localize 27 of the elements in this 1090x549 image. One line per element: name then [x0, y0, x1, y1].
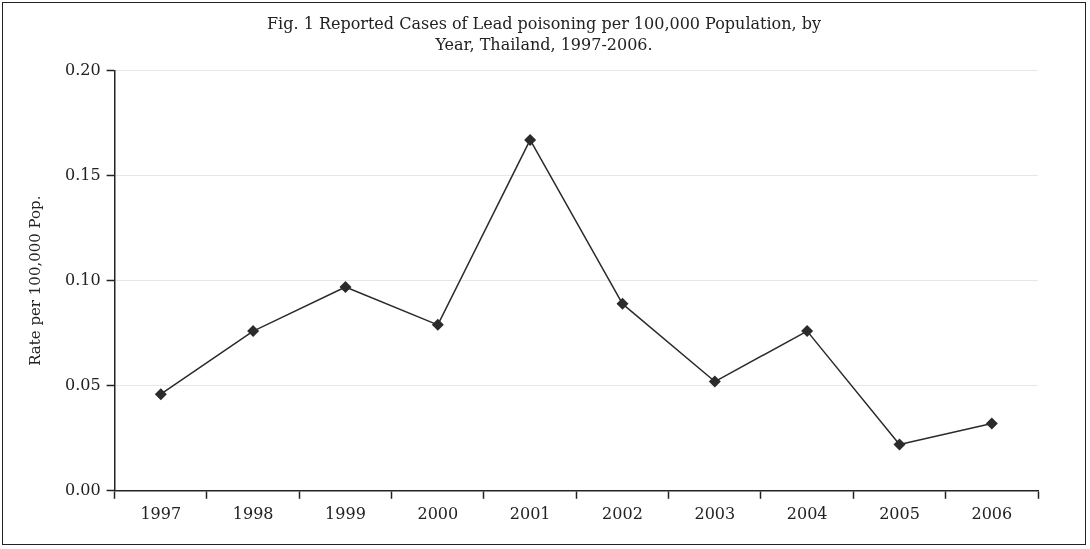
- point: [524, 133, 537, 146]
- y-axis-title: Rate per 100,000 Pop.: [25, 195, 44, 366]
- x-tick-label: 2005: [879, 503, 920, 523]
- y-tick-label: 0.15: [65, 164, 101, 184]
- point: [616, 297, 629, 310]
- y-tick-label: 0.05: [65, 374, 101, 394]
- x-tick-label: 1997: [140, 503, 182, 523]
- x-tick-label: 1999: [325, 503, 366, 523]
- x-tick-label: 2006: [971, 503, 1013, 523]
- x-tick-label: 2003: [694, 503, 736, 523]
- x-tick-label: 1998: [232, 503, 274, 523]
- point: [708, 375, 721, 388]
- point: [154, 388, 167, 401]
- point: [801, 325, 814, 338]
- x-tick-label: 2000: [417, 503, 459, 523]
- y-tick-label: 0.10: [65, 269, 101, 289]
- point: [339, 281, 352, 293]
- x-tick-label: 2002: [602, 503, 643, 523]
- point: [431, 318, 444, 331]
- point: [247, 325, 260, 338]
- chart-title: Fig. 1 Reported Cases of Lead poisoning per 100,000 Population, by Year, Thailand, 1997-2006.: [266, 13, 822, 55]
- point: [985, 417, 998, 430]
- point: [893, 438, 906, 451]
- y-tick-label: 0.20: [65, 59, 101, 79]
- x-tick-label: 2004: [786, 503, 828, 523]
- x-tick-label: 2001: [509, 503, 551, 523]
- y-tick-label: 0.00: [65, 479, 101, 499]
